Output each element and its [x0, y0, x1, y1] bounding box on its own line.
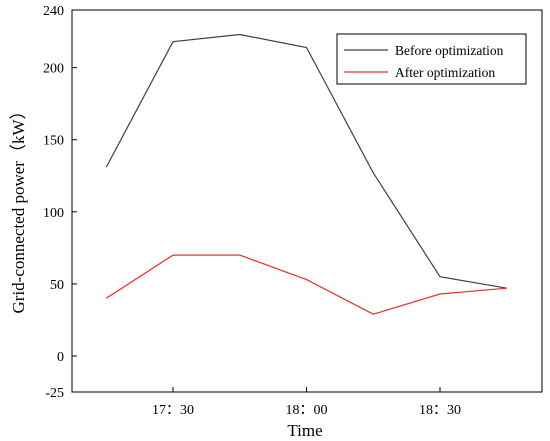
x-tick-label: 18：30 [419, 403, 461, 418]
x-axis-title: Time [287, 421, 322, 440]
y-tick-label: 50 [50, 278, 64, 293]
series-line-0 [105, 33, 507, 289]
x-tick-label: 18：00 [286, 403, 328, 418]
y-tick-label: 200 [43, 62, 64, 77]
legend-label-before: Before optimization [395, 43, 504, 58]
axes: 240 200 150 100 50 0 -25 17：30 18：00 18：30 [43, 4, 461, 418]
series-line-1 [105, 254, 507, 315]
legend-box [336, 33, 527, 85]
y-tick-label: 100 [43, 206, 64, 221]
y-tick-label: -25 [45, 386, 64, 401]
y-tick-label: 150 [43, 134, 64, 149]
y-tick-label: 240 [43, 4, 64, 19]
x-tick-label: 17：30 [152, 403, 194, 418]
y-axis-title: Grid-connected power（kW） [9, 102, 28, 313]
legend: Before optimization After optimization [336, 33, 527, 85]
series-lines [105, 33, 507, 315]
legend-label-after: After optimization [395, 65, 495, 80]
y-tick-label: 0 [57, 350, 64, 365]
